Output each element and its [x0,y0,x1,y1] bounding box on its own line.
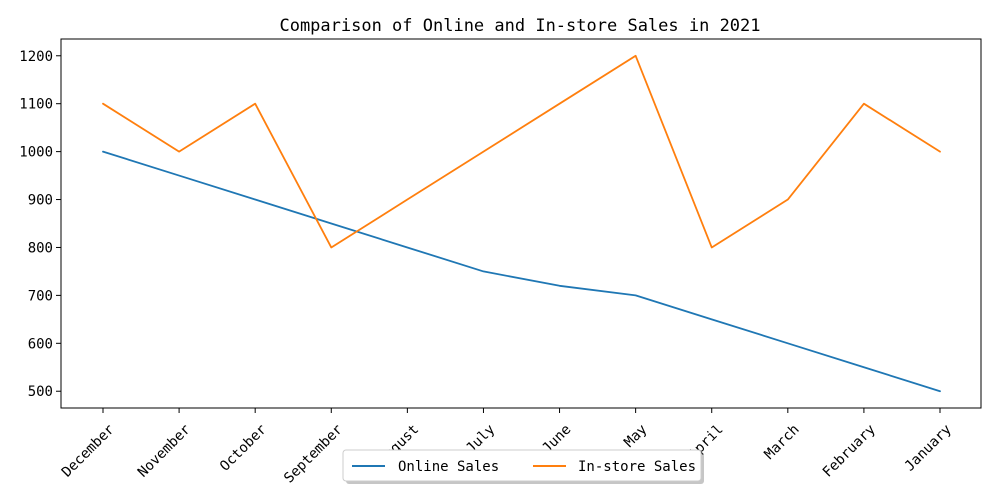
y-tick-label: 1000 [19,145,53,161]
chart-title: Comparison of Online and In-store Sales … [279,16,760,36]
legend-label-in-store-sales: In-store Sales [578,459,696,475]
plot-area [61,39,981,408]
legend-label-online-sales: Online Sales [398,459,499,475]
y-tick-label: 900 [28,193,53,209]
y-tick-label: 500 [28,384,53,400]
series-line-online-sales [102,150,941,393]
series-layer [102,54,941,393]
y-tick-label: 600 [28,336,53,352]
legend-box [342,449,702,482]
y-tick-label: 800 [28,240,53,256]
legend: Online Sales In-store Sales [342,449,704,484]
plot-frame [60,38,982,409]
series-line-in-store-sales [102,54,941,249]
y-tick-label: 1100 [19,97,53,113]
y-tick-label: 700 [28,288,53,304]
y-tick-label: 1200 [19,49,53,65]
